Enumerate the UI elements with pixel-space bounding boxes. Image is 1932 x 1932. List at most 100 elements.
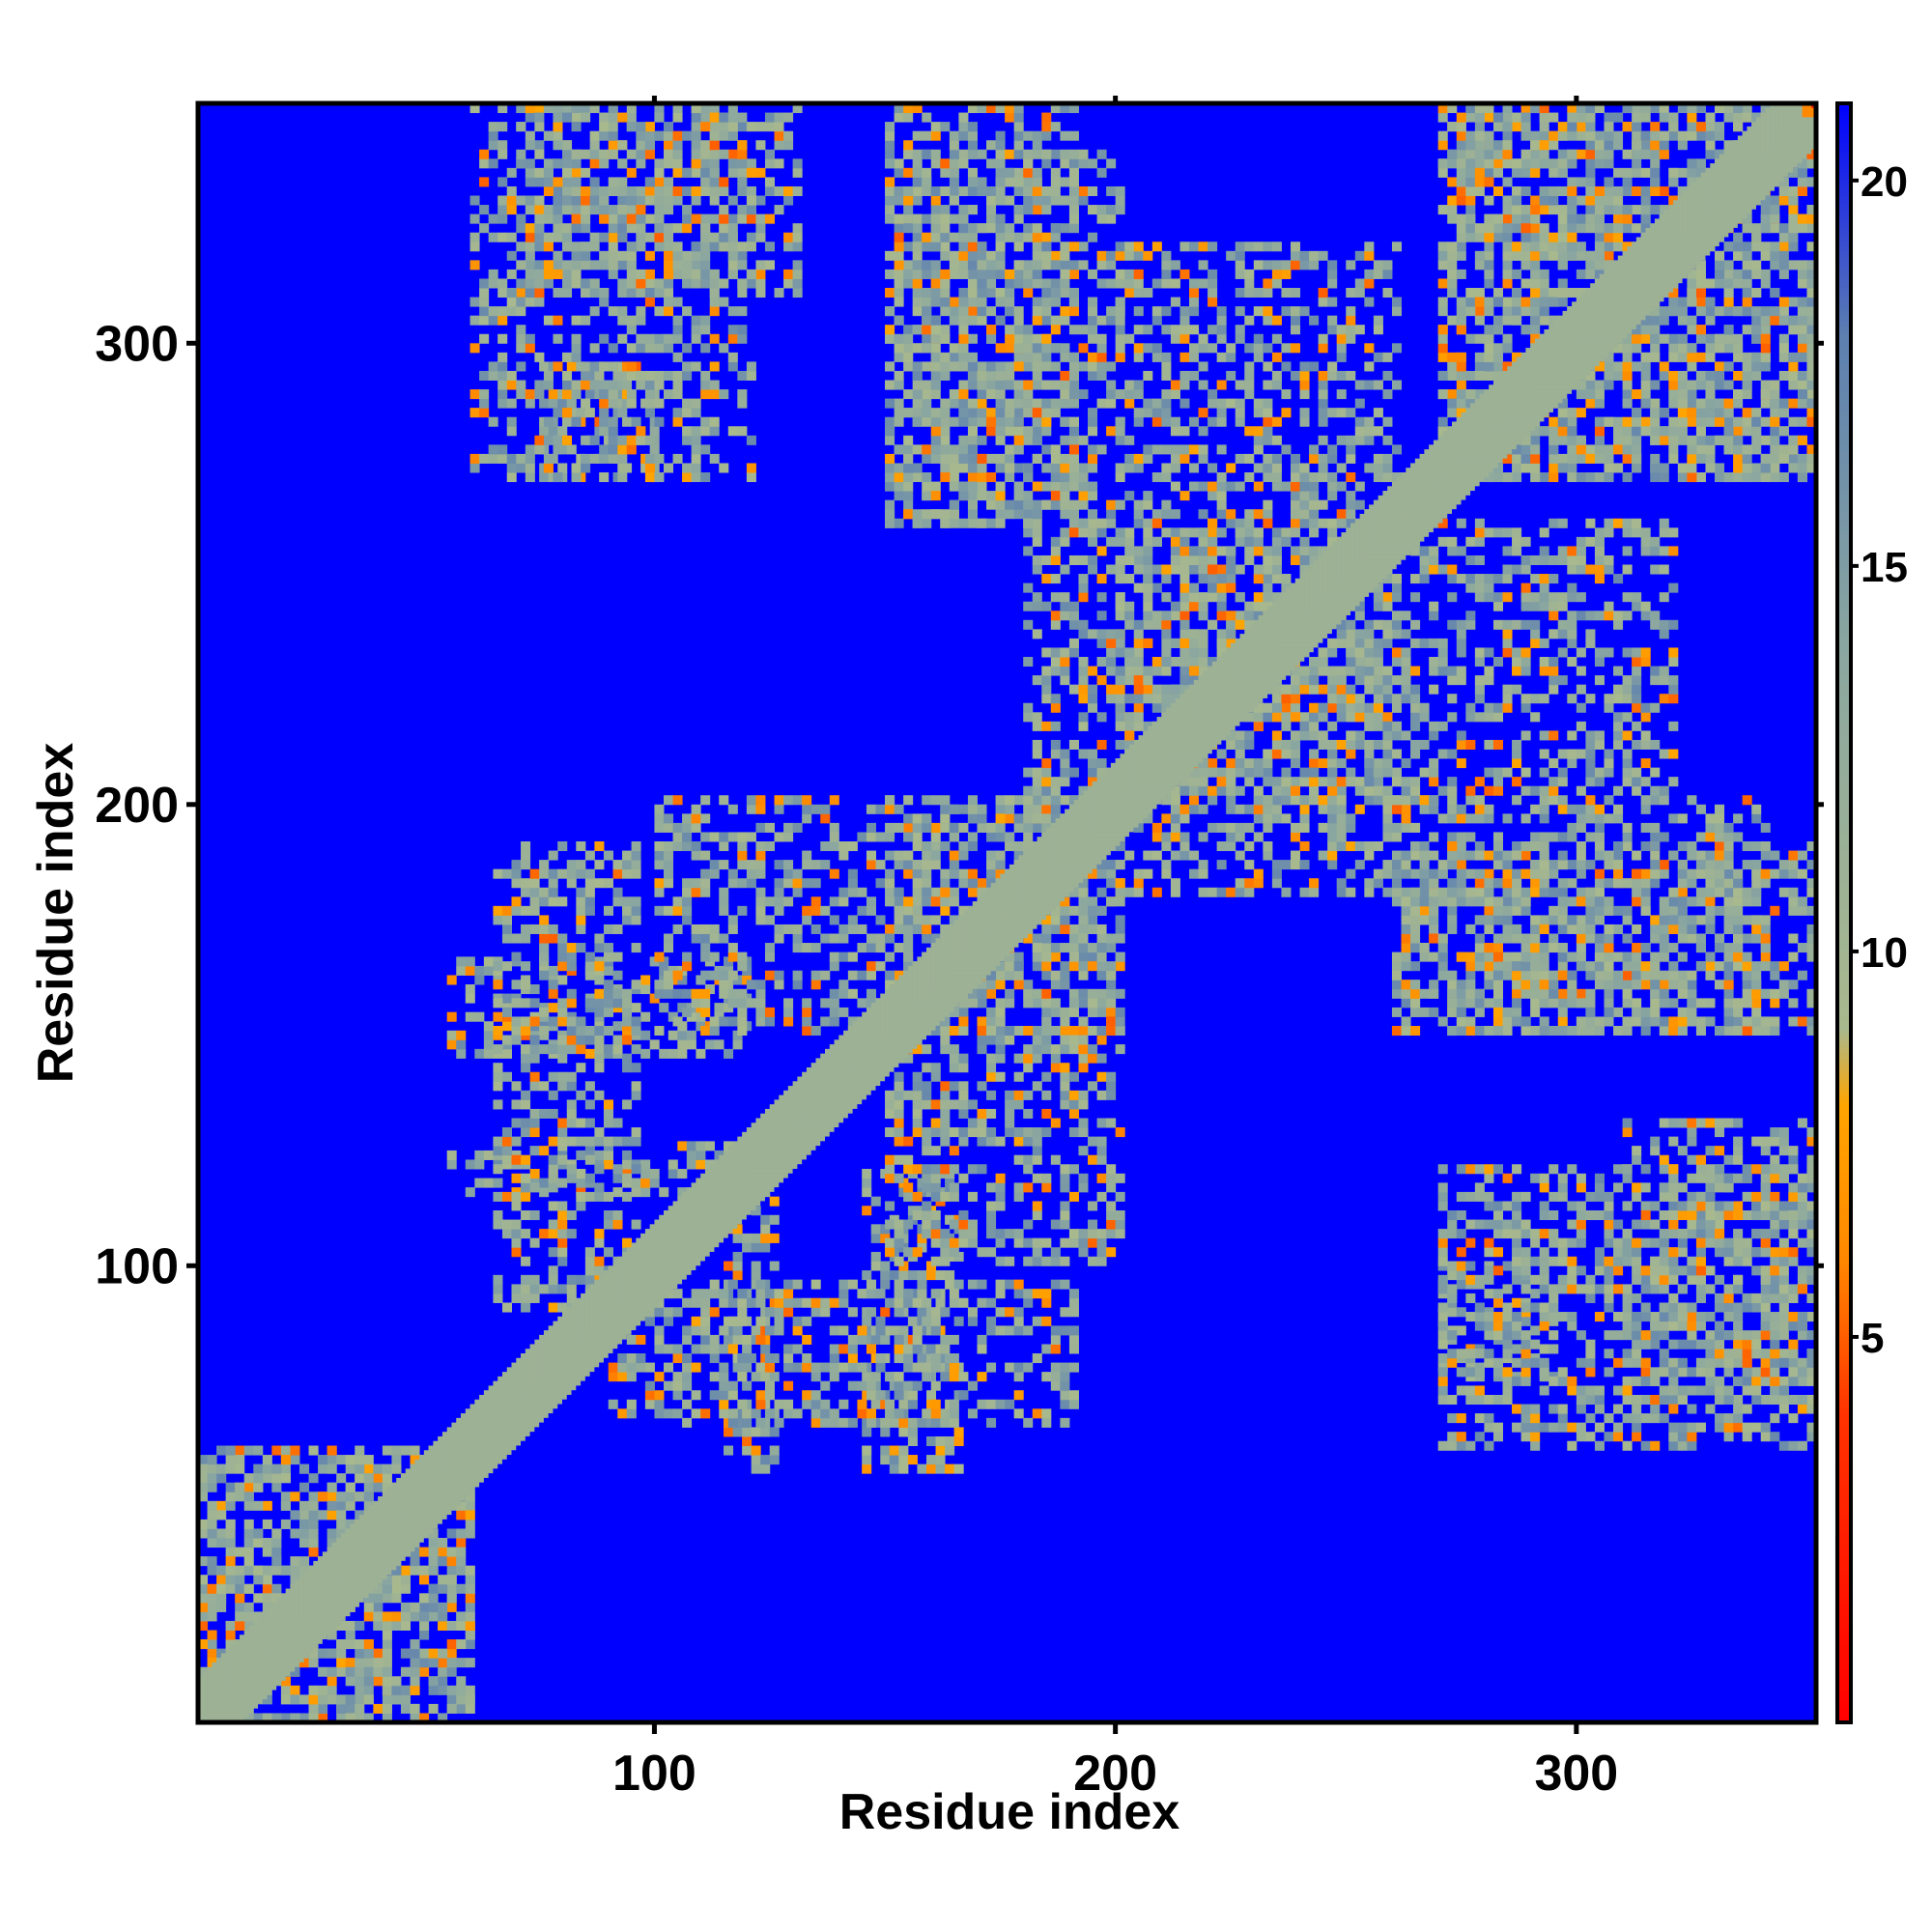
heatmap-cell [1806,1136,1816,1147]
heatmap-cell [1502,952,1513,962]
heatmap-cell [631,1127,641,1138]
heatmap-cell [977,491,987,501]
heatmap-cell [198,1482,209,1492]
heatmap-cell [732,1362,743,1373]
heatmap-cell [903,1191,914,1202]
heatmap-cell [1733,1154,1744,1165]
heatmap-cell [1096,260,1107,270]
heatmap-cell [363,1648,374,1659]
heatmap-cell [636,140,646,151]
heatmap-cell [820,804,831,814]
heatmap-cell [1585,905,1596,916]
heatmap-cell [907,1270,918,1281]
heatmap-cell [511,896,522,907]
heatmap-cell [235,1611,245,1622]
heatmap-cell [1023,980,1034,990]
heatmap-cell [930,860,941,870]
heatmap-cell [700,1025,711,1037]
heatmap-cell [1419,860,1430,870]
heatmap-cell [571,167,582,178]
heatmap-cell [539,887,550,897]
heatmap-cell [1512,970,1522,980]
heatmap-cell [1013,1279,1024,1290]
heatmap-cell [1013,840,1024,852]
heatmap-cell [576,915,586,925]
heatmap-cell [1115,1127,1125,1138]
heatmap-cell [382,1694,392,1705]
heatmap-cell [1115,611,1125,621]
heatmap-cell [603,878,613,889]
heatmap-cell [958,260,969,270]
heatmap-cell [1060,1237,1070,1248]
heatmap-cell [755,195,766,206]
heatmap-cell [829,1325,839,1336]
heatmap-cell [870,1233,881,1243]
heatmap-cell [1567,822,1577,833]
heatmap-cell [1695,832,1706,842]
heatmap-cell [769,1214,780,1225]
heatmap-cell [885,970,895,980]
heatmap-cell [755,269,766,279]
heatmap-cell [958,998,969,1009]
heatmap-cell [682,1325,693,1336]
heatmap-cell [764,822,776,833]
heatmap-cell [930,1118,941,1128]
heatmap-cell [1695,1201,1706,1211]
heatmap-cell [940,416,951,427]
heatmap-cell [724,1334,734,1345]
heatmap-cell [1751,1016,1762,1027]
heatmap-cell [1078,242,1089,252]
heatmap-cell [1539,970,1549,980]
heatmap-cell [594,1007,605,1017]
heatmap-cell [820,970,831,980]
heatmap-cell [1088,315,1098,326]
heatmap-cell [870,1399,881,1409]
heatmap-cell [1005,361,1015,372]
heatmap-cell [810,878,821,889]
heatmap-cell [548,1265,558,1276]
heatmap-cell [534,205,545,215]
heatmap-cell [866,804,876,814]
heatmap-cell [746,213,756,224]
heatmap-cell [1530,878,1541,889]
heatmap-cell [1668,1357,1679,1368]
heatmap-cell [308,1519,319,1529]
heatmap-cell [1143,536,1153,547]
heatmap-cell [746,868,756,879]
heatmap-cell [732,1224,743,1235]
heatmap-cell [1760,1394,1771,1406]
heatmap-cell [1742,1247,1752,1258]
heatmap-cell [907,1390,918,1401]
heatmap-cell [1760,1136,1771,1147]
heatmap-cell [691,988,701,999]
heatmap-cell [691,887,701,897]
heatmap-cell [594,1090,605,1100]
heatmap-cell [456,1676,467,1687]
heatmap-cell [875,915,886,925]
heatmap-cell [1576,840,1586,852]
heatmap-cell [382,1703,392,1714]
heatmap-cell [875,1316,886,1326]
heatmap-cell [700,213,711,224]
heatmap-cell [700,813,711,824]
heatmap-cell [1060,1201,1070,1211]
heatmap-cell [866,1417,876,1428]
heatmap-cell [760,1372,771,1382]
heatmap-cell [737,1289,748,1299]
heatmap-cell [940,1016,951,1027]
heatmap-cell [792,1362,803,1373]
heatmap-cell [922,288,932,298]
heatmap-cell [1060,1390,1070,1401]
heatmap-cell [1106,1201,1117,1211]
heatmap-cell [1502,970,1513,980]
heatmap-cell [603,1219,613,1230]
heatmap-cell [958,840,969,852]
heatmap-cell [783,278,794,289]
heatmap-cell [737,1307,748,1318]
heatmap-cell [1078,260,1089,270]
heatmap-cell [922,1372,932,1382]
heatmap-cell [862,1445,872,1456]
heatmap-cell [1060,1007,1070,1017]
heatmap-cell [1677,813,1688,824]
heatmap-cell [1447,813,1458,824]
